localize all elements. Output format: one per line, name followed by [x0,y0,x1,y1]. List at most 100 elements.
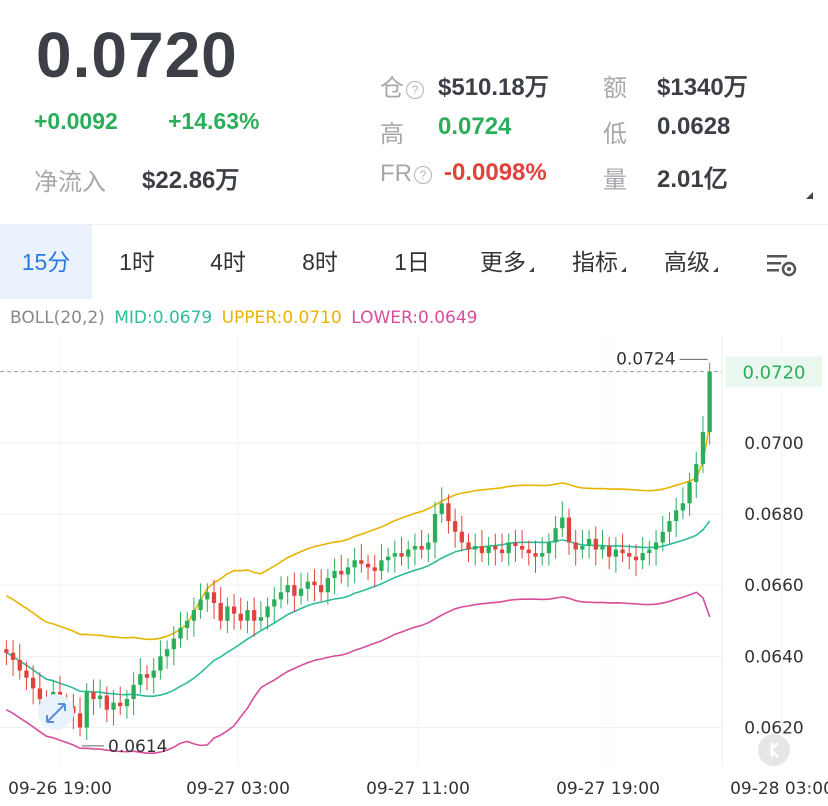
candle-body [633,556,639,561]
help-icon[interactable]: ? [414,165,432,184]
x-tick-label: 09-27 19:00 [556,779,660,799]
price-chart[interactable]: 0.0620 0.0640 0.0660 0.0680 0.0700 09-26 19:0… [0,336,828,806]
candle-body [278,592,284,600]
candle-body [185,620,190,628]
candle-body [265,606,270,618]
candle-body [700,432,706,465]
y-tick-label: 0.0640 [744,647,803,667]
candle-body [653,542,659,550]
candle-body [674,510,679,522]
funding-rate-value: -0.0098% [444,159,547,186]
candle-body [198,599,203,611]
change-pct: +14.63% [168,108,260,134]
current-price-tag [726,356,822,387]
chart-settings-icon[interactable] [752,225,812,299]
open-interest-value: $510.18万 [438,74,549,101]
candle-body [245,610,250,621]
candle-body [77,713,83,728]
candle-body [479,546,485,554]
tab-advanced[interactable]: 高级 [646,225,736,299]
expand-triangle-icon[interactable] [806,192,813,199]
candle-body [385,556,391,561]
x-tick-label: 09-27 11:00 [366,779,470,799]
tab-4h[interactable]: 4时 [210,249,246,275]
candle-body [225,606,230,621]
candle-body [647,549,652,554]
candle-body [432,513,438,543]
candle-body [694,464,699,482]
candle-body [258,617,264,621]
y-tick-label: 0.0700 [744,434,803,454]
boll-legend: BOLL(20,2) MID:0.0679 UPPER:0.0710 LOWER… [10,308,478,328]
tab-1h[interactable]: 1时 [119,249,155,275]
open-interest-label: 仓? [380,68,424,103]
boll-lower-line [5,591,711,755]
high-value: 0.0724 [438,113,512,140]
candle-body [412,546,418,550]
help-icon[interactable]: ? [406,80,424,99]
candle-body [118,702,123,707]
tab-indicators[interactable]: 指标 [554,225,644,299]
x-tick-label: 09-28 03:00 [730,779,828,799]
candle-body [593,538,598,550]
candle-body [566,517,572,543]
candle-body [687,481,692,504]
candle-body [506,542,511,554]
candle-body [459,531,464,543]
max-marker-label: 0.0724 [616,349,675,369]
boll-upper: UPPER:0.0710 [221,308,342,328]
candle-body [707,371,712,433]
candle-body [191,610,197,621]
timeframe-tabs: 15分 1时 4时 8时 1日 更多 指标 高级 [0,224,828,301]
candle-body [600,546,605,550]
candle-body [466,542,471,550]
boll-mid-line [5,520,711,698]
funding-rate-label: FR? [380,160,432,188]
tab-15m[interactable]: 15分 [0,225,92,299]
candle-body [272,599,277,607]
dropdown-triangle-icon [713,267,718,272]
candle-body [124,699,130,707]
candle-body [493,546,498,550]
candle-body [359,560,364,564]
candle-body [345,567,351,575]
candle-body [104,695,109,710]
candle-body [252,610,257,621]
double-chevron-left-icon [769,742,779,758]
candle-body [298,588,304,596]
min-marker-label: 0.0614 [108,737,167,757]
candle-body [573,542,578,550]
candle-body [4,649,9,653]
candle-body [10,652,16,660]
candle-body [332,570,337,579]
candle-body [91,691,96,700]
dropdown-triangle-icon [621,267,626,272]
candle-body [640,553,645,561]
candle-body [37,688,42,700]
candle-body [419,546,424,550]
candle-body [392,553,397,557]
candle-body [486,546,491,554]
boll-lower: LOWER:0.0649 [351,308,478,328]
tab-8h[interactable]: 8时 [302,249,338,275]
tab-more[interactable]: 更多 [462,225,552,299]
candle-body [97,695,103,700]
candle-body [613,549,619,557]
turnover-value: $1340万 [657,74,748,101]
tab-1d[interactable]: 1日 [394,249,430,275]
candle-body [607,546,612,557]
candle-body [533,553,538,557]
candle-body [352,560,357,568]
candle-body [151,670,156,678]
candle-body [218,602,223,621]
boll-name: BOLL(20,2) [10,308,105,328]
candle-body [158,656,163,671]
zoom-icon[interactable] [38,694,74,730]
candle-body [379,560,384,571]
collapse-button[interactable] [758,734,790,766]
candle-body [627,553,632,557]
candle-body [660,531,665,543]
candle-body [205,592,210,600]
candle-body [292,585,297,596]
x-tick-label: 09-26 19:00 [8,779,112,799]
